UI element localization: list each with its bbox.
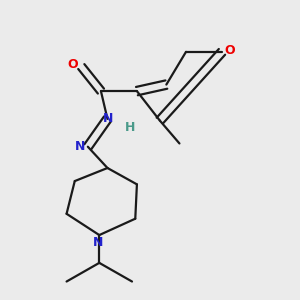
Text: O: O	[225, 44, 236, 57]
Text: O: O	[68, 58, 78, 71]
Text: N: N	[103, 112, 113, 125]
Text: N: N	[74, 140, 85, 153]
Text: N: N	[92, 236, 103, 249]
Text: H: H	[125, 121, 136, 134]
